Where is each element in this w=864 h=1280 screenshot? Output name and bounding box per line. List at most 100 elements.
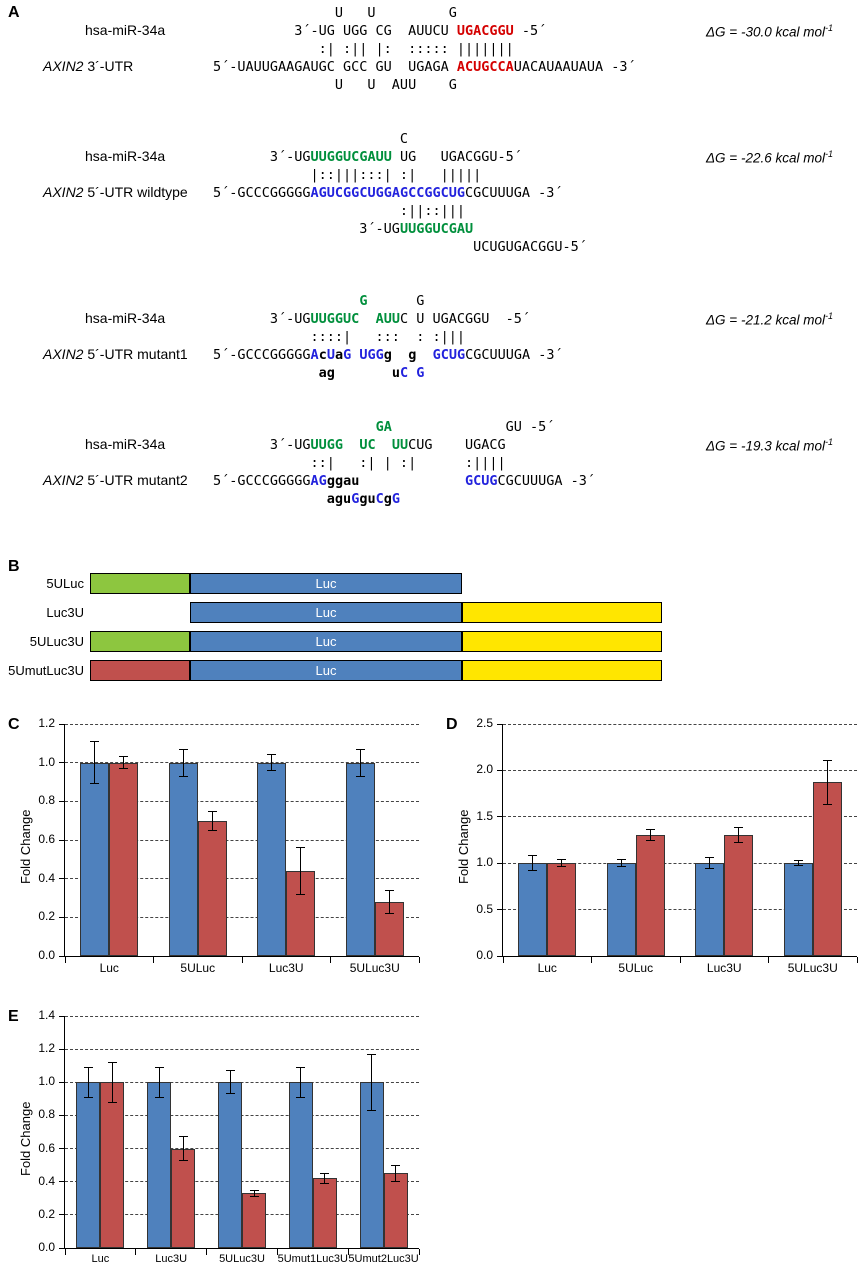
error-bar-cap <box>267 769 277 771</box>
sequence-segment: GA <box>375 419 392 435</box>
sequence-segment: C <box>213 131 409 147</box>
error-bar-cap <box>355 748 365 750</box>
y-tick <box>59 1015 65 1017</box>
error-bar-cap <box>225 1070 235 1072</box>
error-bar-cap <box>645 840 655 842</box>
sequence-segment: AGUCGGCUGGAGCCGGCUG <box>310 185 465 201</box>
panel-a: A hsa-miR-34a AXIN2 3´-UTR U U G 3´-UG UG… <box>8 2 860 544</box>
bar <box>100 1082 125 1248</box>
sequence-segment: ACUGCCA <box>456 59 514 75</box>
sequence-segment <box>213 491 327 507</box>
y-tick-label: 0.2 <box>38 909 55 924</box>
alignment-label-row <box>8 454 213 472</box>
error-bar-cap <box>320 1172 330 1174</box>
bar <box>547 863 577 956</box>
gridline <box>503 816 857 818</box>
delta-g-exponent: -1 <box>824 23 833 33</box>
y-tick <box>497 909 503 911</box>
y-tick <box>497 723 503 725</box>
sequence-segment: ::::| ::: : :||| <box>213 329 465 345</box>
gridline <box>503 862 857 864</box>
error-bar-cap <box>822 804 832 806</box>
error-bar-cap <box>225 1093 235 1095</box>
x-category-label: 5Umut2Luc3U <box>348 1253 419 1265</box>
error-bar-cap <box>384 889 394 891</box>
error-bar-cap <box>83 1096 93 1098</box>
delta-g-text: ΔG = -21.2 kcal mol <box>706 312 825 328</box>
bar <box>783 863 813 956</box>
alignment-label-row: hsa-miR-34a <box>8 22 213 40</box>
error-bar <box>94 741 96 784</box>
error-bar <box>649 829 651 841</box>
plot-area: 0.0 0.5 1.0 1.5 2.0 2.5 Luc 5ULuc Luc3U 5ULuc3U <box>476 716 858 975</box>
x-category-label: 5ULuc3U <box>787 961 838 975</box>
error-bar <box>87 1067 89 1098</box>
y-tick-label: 0.8 <box>38 1107 55 1122</box>
sequence-segment: 5´-GCCCGGGGG <box>213 473 311 489</box>
bar <box>518 863 548 956</box>
sequence-line: U U AUU G <box>213 76 636 94</box>
sequence-segment: ::| :| | :| :|||| <box>213 455 506 471</box>
sequence-segment: GCUG <box>432 347 466 363</box>
sequence-segment: G <box>416 365 425 381</box>
y-tick <box>59 723 65 725</box>
bar <box>288 1082 313 1248</box>
alignment-label-row <box>8 40 213 58</box>
sequence-segment: C U UGACGGU -5´ <box>399 311 531 327</box>
construct-row: Luc3U Luc <box>8 601 856 623</box>
sequence-segment: ag <box>318 365 335 381</box>
construct-slot <box>90 572 190 594</box>
y-tick-label: 1.4 <box>38 1008 55 1022</box>
bar <box>345 762 375 956</box>
panel-b: B 5ULuc Luc Luc3U Luc 5ULuc3U Luc 5UmutLuc3U Lu… <box>8 556 856 688</box>
sequence-segment: C <box>375 491 384 507</box>
construct-slot: Luc <box>190 630 462 652</box>
gridline <box>65 762 419 764</box>
sequence-segment: UCUGUGACGGU-5´ <box>213 239 587 255</box>
error-bar-cap <box>119 756 129 758</box>
alignment-label-row <box>8 364 213 382</box>
error-bar-cap <box>83 1066 93 1068</box>
panel-b-label: B <box>8 558 20 575</box>
x-category-label: Luc <box>537 961 557 975</box>
sequence-segment: UGG <box>359 347 384 363</box>
panel-e-label: E <box>8 1008 19 1025</box>
error-bar-cap <box>107 1061 117 1063</box>
sequence-segment: G <box>391 491 401 507</box>
error-bar-cap <box>793 865 803 867</box>
alignment-block: hsa-miR-34a AXIN2 3´-UTR U U G 3´-UG UGG … <box>8 4 860 94</box>
y-tick-label: 1.2 <box>38 716 55 730</box>
mirna-label: hsa-miR-34a <box>85 22 166 38</box>
sequence-segment: UU <box>391 437 409 453</box>
plot-area: 0.0 0.2 0.4 0.6 0.8 1.0 1.2 Luc 5ULuc Luc3U 5ULuc3… <box>38 716 420 975</box>
x-category-label: 5ULuc <box>618 961 654 975</box>
construct-row: 5ULuc Luc <box>8 572 856 594</box>
error-bar-cap <box>528 870 538 872</box>
x-category-label: 5ULuc <box>180 961 216 975</box>
bar <box>383 1173 408 1248</box>
sequence-segment: g <box>383 347 392 363</box>
gridline <box>65 1015 419 1017</box>
error-bar <box>826 760 828 805</box>
gridline <box>65 1081 419 1083</box>
sequence-segment <box>213 419 376 435</box>
alignment-label-row <box>8 130 213 148</box>
sequence-segment <box>416 347 432 363</box>
alignment-label-row <box>8 238 213 256</box>
error-bar <box>123 756 125 769</box>
delta-g-value: ΔG = -19.3 kcal mol-1 <box>706 437 833 454</box>
gridline <box>503 723 857 725</box>
sequence-segment <box>359 311 375 327</box>
alignment-label-row: AXIN2 5´-UTR mutant2 <box>8 472 213 490</box>
error-bar <box>395 1165 397 1182</box>
y-tick <box>59 955 65 957</box>
gene-name: AXIN2 <box>43 58 84 74</box>
error-bar-cap <box>705 868 715 870</box>
error-bar-cap <box>616 858 626 860</box>
error-bar-cap <box>355 775 365 777</box>
utr-label: 5´-UTR mutant1 <box>83 346 188 362</box>
sequence-alignment: G G 3´-UGUUGGUC AUUC U UGACGGU -5´ ::::|… <box>213 292 563 382</box>
error-bar-cap <box>207 829 217 831</box>
utr-label: 5´-UTR wildtype <box>83 184 188 200</box>
sequence-segment <box>213 293 359 309</box>
